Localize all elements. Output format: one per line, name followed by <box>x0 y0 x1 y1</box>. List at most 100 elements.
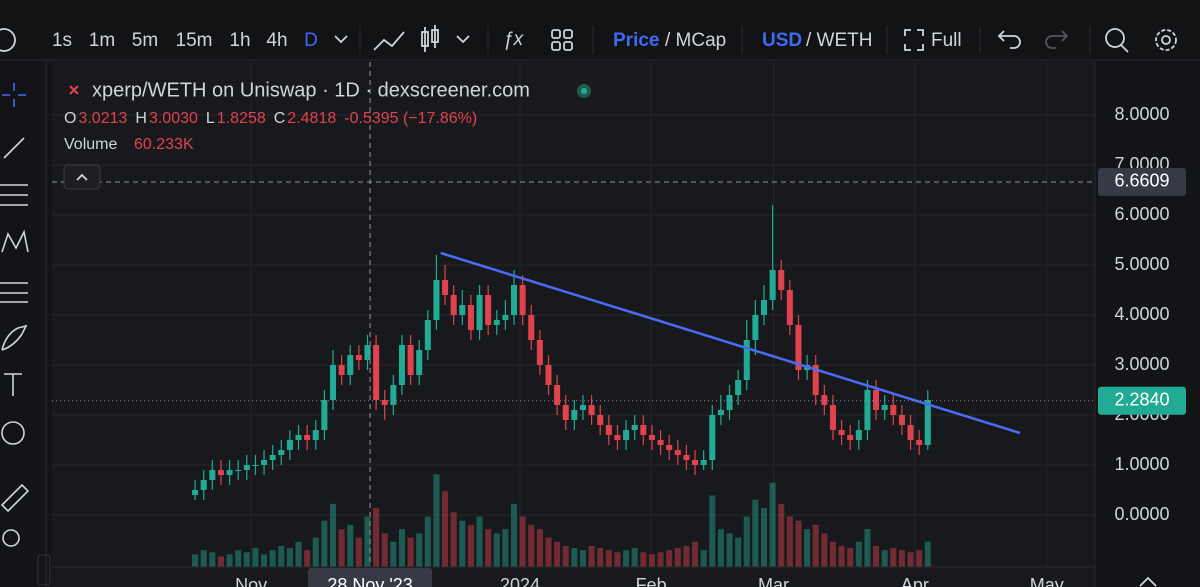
candle-body <box>252 465 259 466</box>
candle-body <box>192 490 199 495</box>
candle-body <box>666 445 673 450</box>
volume-bar <box>769 482 776 567</box>
undo-button[interactable] <box>997 30 1021 49</box>
volume-bar <box>459 520 466 567</box>
volume-bar <box>217 556 224 567</box>
volume-bar <box>243 552 250 567</box>
volume-bar <box>666 550 673 567</box>
candle-body <box>381 400 388 405</box>
trendline-tool[interactable] <box>3 137 25 159</box>
candle-body <box>261 460 268 465</box>
add-button[interactable] <box>0 28 16 52</box>
candle-body <box>692 460 699 465</box>
line-chart-icon[interactable] <box>373 31 405 51</box>
volume-bar <box>493 533 500 567</box>
volume-bar <box>890 548 897 567</box>
candle-body <box>760 300 768 315</box>
crosshair-tool[interactable] <box>2 83 26 107</box>
interval-button[interactable]: 1m <box>89 30 115 51</box>
drawing-tools <box>0 83 51 586</box>
candle-body <box>390 385 397 405</box>
candle-body <box>924 400 931 445</box>
volume-bar <box>278 545 285 567</box>
candle-body <box>338 365 345 375</box>
interval-button[interactable]: D <box>304 30 318 51</box>
full-button[interactable]: Full <box>931 30 962 51</box>
candle-body <box>726 395 733 410</box>
volume-bar <box>312 537 319 567</box>
chart-type-dropdown[interactable] <box>456 35 470 44</box>
candle-body <box>243 465 250 470</box>
volume-bar <box>554 541 561 567</box>
collapse-legend[interactable] <box>63 164 101 190</box>
candle-body <box>536 340 543 365</box>
fullscreen-icon[interactable] <box>904 29 924 51</box>
redo-button[interactable] <box>1045 30 1069 49</box>
interval-dropdown[interactable] <box>334 35 348 44</box>
candle-body <box>485 295 492 325</box>
volume-bar <box>467 524 474 567</box>
y-tick-label: 3.0000 <box>1114 354 1169 374</box>
usd-toggle[interactable]: USD <box>762 30 802 51</box>
symbol-title: xperp/WETH on Uniswap · 1D · dexscreener… <box>92 79 530 101</box>
candle-body <box>502 315 509 320</box>
search-icon[interactable] <box>1105 28 1129 53</box>
candle-body <box>855 430 862 440</box>
candle-body <box>554 385 561 405</box>
candle-body <box>890 405 897 415</box>
ohlc-value: 3.0030 <box>149 110 198 127</box>
gear-teeth <box>1155 29 1177 51</box>
volume-bar <box>700 550 707 567</box>
mcap-toggle[interactable]: / MCap <box>665 30 726 51</box>
goto-realtime-icon[interactable] <box>1139 576 1157 587</box>
crosshair-price-box <box>1098 167 1186 196</box>
x-tick-label: Feb <box>636 575 667 587</box>
fib-tool[interactable] <box>0 184 28 206</box>
indicators-icon[interactable]: ƒx <box>503 29 525 50</box>
candle-body <box>683 455 690 460</box>
candle-body <box>424 320 431 350</box>
volume-bar <box>709 495 716 567</box>
candle-body <box>873 390 880 410</box>
ohlc-key: C <box>274 110 286 127</box>
emoji-tool[interactable] <box>1 421 25 445</box>
settings-icon[interactable] <box>1155 29 1177 51</box>
text-tool[interactable] <box>4 373 22 396</box>
collapse-tab[interactable] <box>37 554 51 586</box>
volume-bar <box>804 529 811 567</box>
change-value: -0.5395 (−17.86%) <box>344 110 477 127</box>
volume-bar <box>269 550 276 567</box>
price-toggle[interactable]: Price <box>613 30 659 51</box>
candle-body <box>476 295 483 330</box>
volume-bar <box>795 520 802 567</box>
weth-toggle[interactable]: / WETH <box>806 30 873 51</box>
ruler-tool[interactable] <box>0 483 30 513</box>
brush-tool[interactable] <box>1 324 28 351</box>
candle-body <box>847 435 854 440</box>
candle-body <box>709 415 716 460</box>
interval-button[interactable]: 4h <box>266 30 287 51</box>
zoom-tool[interactable] <box>2 529 20 547</box>
interval-button[interactable]: 15m <box>176 30 213 51</box>
candle-body <box>588 405 595 415</box>
overlay <box>52 62 1095 567</box>
volume-bar <box>347 524 354 567</box>
interval-button[interactable]: 5m <box>132 30 158 51</box>
layout-icon[interactable] <box>551 29 573 51</box>
y-tick-label: 8.0000 <box>1114 104 1169 124</box>
candle-body <box>881 405 888 410</box>
candle-body <box>433 280 440 320</box>
collapse-legend-icon <box>76 173 88 181</box>
projection-tool[interactable] <box>0 282 28 303</box>
candle-body <box>838 430 845 435</box>
volume-bar <box>235 550 242 567</box>
interval-group: 1s 1m 5m 15m 1h 4h D <box>52 30 318 51</box>
candle-body <box>657 440 664 445</box>
pattern-tool[interactable] <box>1 229 29 253</box>
volume-bar <box>416 533 423 567</box>
candle-icon[interactable] <box>421 25 439 52</box>
volume-bar <box>821 533 828 567</box>
interval-button[interactable]: 1s <box>52 30 72 51</box>
interval-button[interactable]: 1h <box>229 30 250 51</box>
volume-bar <box>390 541 397 567</box>
